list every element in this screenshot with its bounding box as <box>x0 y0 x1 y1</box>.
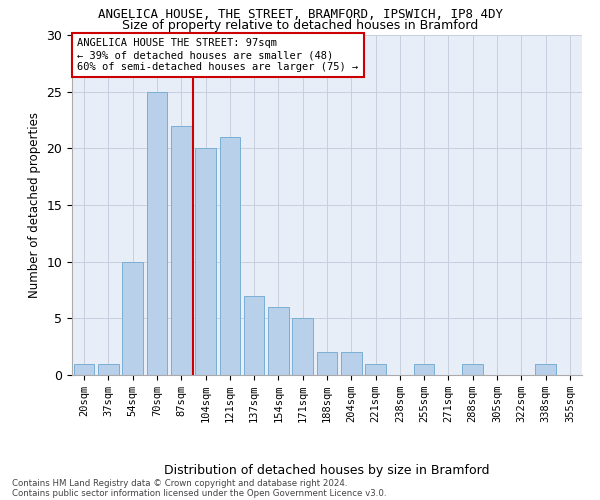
Text: ANGELICA HOUSE THE STREET: 97sqm
← 39% of detached houses are smaller (48)
60% o: ANGELICA HOUSE THE STREET: 97sqm ← 39% o… <box>77 38 358 72</box>
Bar <box>122 262 143 375</box>
Text: Contains HM Land Registry data © Crown copyright and database right 2024.: Contains HM Land Registry data © Crown c… <box>12 478 347 488</box>
Bar <box>365 364 386 375</box>
Bar <box>244 296 265 375</box>
Y-axis label: Number of detached properties: Number of detached properties <box>28 112 41 298</box>
Bar <box>535 364 556 375</box>
Bar <box>414 364 434 375</box>
Text: Size of property relative to detached houses in Bramford: Size of property relative to detached ho… <box>122 19 478 32</box>
Bar <box>171 126 191 375</box>
Bar <box>341 352 362 375</box>
Bar <box>268 307 289 375</box>
Bar <box>463 364 483 375</box>
Bar <box>98 364 119 375</box>
X-axis label: Distribution of detached houses by size in Bramford: Distribution of detached houses by size … <box>164 464 490 477</box>
Bar <box>146 92 167 375</box>
Bar <box>74 364 94 375</box>
Bar <box>317 352 337 375</box>
Text: ANGELICA HOUSE, THE STREET, BRAMFORD, IPSWICH, IP8 4DY: ANGELICA HOUSE, THE STREET, BRAMFORD, IP… <box>97 8 503 20</box>
Bar <box>195 148 216 375</box>
Bar <box>220 137 240 375</box>
Text: Contains public sector information licensed under the Open Government Licence v3: Contains public sector information licen… <box>12 488 386 498</box>
Bar <box>292 318 313 375</box>
